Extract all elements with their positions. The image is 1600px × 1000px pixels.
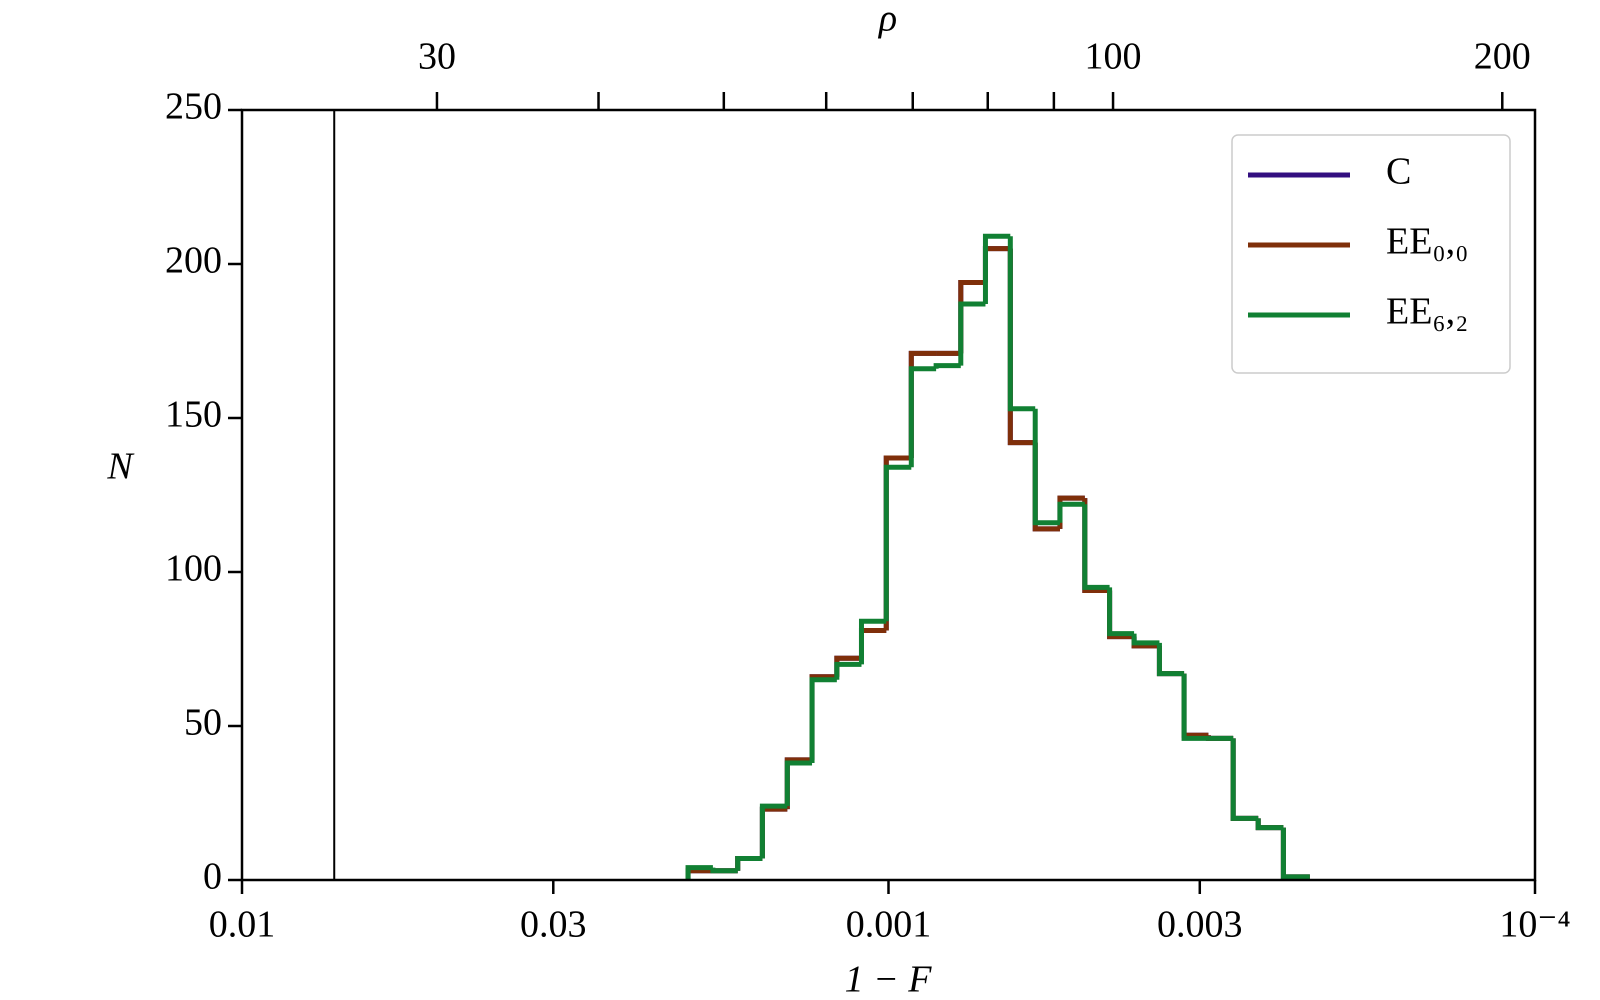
top-tick-label: 200 [1474, 36, 1531, 78]
histogram-step [1181, 673, 1209, 738]
histogram-step [1082, 504, 1110, 590]
histogram-step [1181, 673, 1209, 738]
histogram-step [1230, 738, 1259, 821]
histogram-step [759, 806, 788, 859]
histogram-step [1230, 738, 1259, 821]
histogram-step [982, 246, 1011, 283]
histogram-step [1107, 587, 1135, 637]
histogram-step [1107, 590, 1135, 640]
histogram-step [1032, 442, 1060, 532]
histogram-step [1280, 827, 1310, 880]
histogram-step [834, 655, 862, 677]
histogram-step [1032, 408, 1060, 526]
histogram-step [759, 806, 788, 859]
histogram-step [1156, 645, 1185, 677]
histogram-step [1107, 590, 1135, 640]
y-tick-label: 50 [184, 702, 222, 744]
x-axis-label: 1 − F [845, 959, 933, 1000]
x-tick-label: 0.03 [520, 904, 587, 946]
histogram-step [1230, 738, 1259, 821]
x-tick-label: 0.001 [846, 904, 932, 946]
histogram-step [933, 363, 961, 369]
histogram-step [1007, 248, 1036, 446]
histogram-step [858, 628, 887, 659]
y-tick-label: 150 [165, 394, 222, 436]
histogram-step [1280, 827, 1310, 880]
histogram-step [1082, 498, 1110, 593]
histogram-step [809, 674, 837, 760]
histogram-step [809, 674, 837, 760]
histogram-step [883, 455, 912, 631]
histogram-step [1032, 442, 1060, 532]
histogram-step [685, 865, 713, 880]
histogram-step [1082, 498, 1110, 593]
x-tick-label: 0.01 [209, 904, 276, 946]
y-axis-label: N [106, 446, 135, 488]
y-tick-label: 200 [165, 240, 222, 282]
histogram-step [1007, 248, 1036, 446]
histogram-step [958, 301, 986, 366]
histogram-step [858, 628, 887, 659]
histogram-step [1156, 645, 1185, 677]
histogram-step [784, 757, 813, 810]
y-tick-label: 250 [165, 86, 222, 128]
top-axis-label: ρ [878, 0, 897, 40]
x-tick-label: 0.003 [1157, 904, 1243, 946]
histogram-step [1181, 673, 1209, 741]
top-tick-label: 100 [1085, 36, 1142, 78]
histogram-step [1007, 236, 1036, 412]
histogram-step [858, 618, 887, 665]
legend-label: C [1386, 151, 1411, 193]
histogram-step [958, 279, 986, 354]
top-tick-label: 30 [418, 36, 456, 78]
legend-label: EE₀,₀ [1386, 221, 1468, 263]
histogram-step [685, 868, 713, 880]
y-tick-label: 100 [165, 548, 222, 590]
x-tick-label: 10⁻⁴ [1499, 904, 1570, 946]
histogram-step [809, 677, 837, 763]
histogram-step [784, 760, 813, 807]
histogram-step [1280, 827, 1310, 880]
histogram-step [883, 455, 912, 631]
histogram-step [1057, 501, 1085, 523]
histogram-step [883, 464, 912, 622]
histogram-step [982, 246, 1011, 283]
histogram-step [982, 233, 1011, 305]
histogram-step [735, 855, 763, 871]
histogram-step [710, 867, 738, 874]
histogram-step [958, 279, 986, 354]
legend-label: EE₆,₂ [1386, 291, 1468, 333]
histogram-step [1131, 633, 1160, 646]
histogram-step [784, 757, 813, 810]
y-tick-label: 0 [203, 856, 222, 898]
histogram-step [1255, 818, 1284, 831]
histogram-step [1156, 642, 1185, 677]
histogram-step [759, 803, 788, 859]
histogram-step [834, 661, 862, 680]
histogram-step [834, 655, 862, 677]
histogram-step [908, 366, 937, 468]
